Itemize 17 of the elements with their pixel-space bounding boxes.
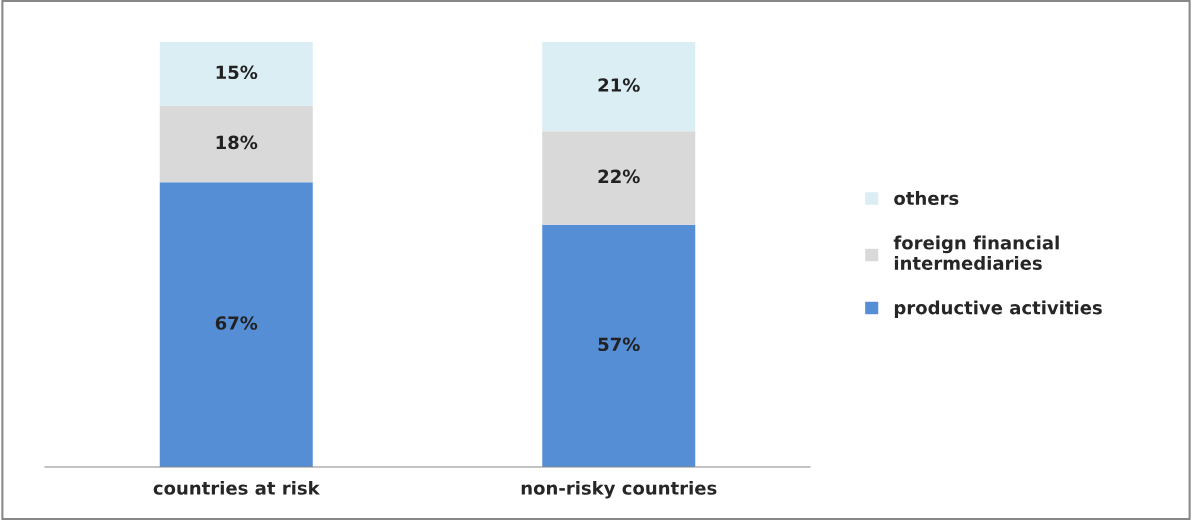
bar xyxy=(542,224,696,467)
data-label: 18% xyxy=(216,135,258,150)
data-label: 67% xyxy=(215,316,258,330)
legend-label: productive activities xyxy=(894,300,1102,318)
bar xyxy=(542,42,696,132)
bar xyxy=(542,131,696,225)
data-label: 57% xyxy=(598,337,640,352)
data-label: 22% xyxy=(598,169,640,184)
data-label: 15% xyxy=(216,65,258,80)
data-label: 21% xyxy=(598,78,640,92)
legend-label: foreign financial intermediaries xyxy=(893,235,1059,270)
bar xyxy=(159,182,313,467)
legend-label: others xyxy=(894,191,959,205)
x-tick-label: countries at risk xyxy=(153,480,320,495)
x-tick-label: non-risky countries xyxy=(521,480,717,499)
bar xyxy=(159,42,313,106)
bar xyxy=(159,105,313,183)
